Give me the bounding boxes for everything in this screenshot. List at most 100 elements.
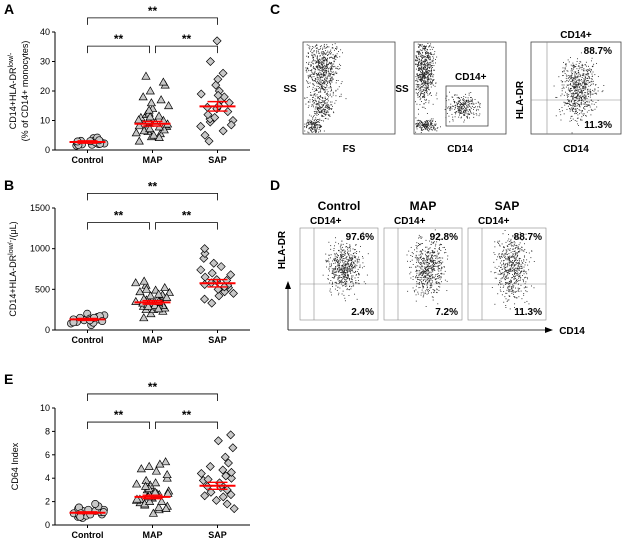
event-dot [329,107,330,109]
event-dot [501,294,503,296]
event-dot [422,72,424,74]
event-dot [461,103,463,105]
event-dot [423,78,425,80]
event-dot [323,104,325,105]
event-dot [519,276,521,278]
event-dot [577,93,579,95]
event-dot [565,74,567,76]
event-dot [512,270,514,272]
event-dot [342,261,344,263]
event-dot [510,277,512,279]
event-dot [515,272,516,274]
event-dot [337,262,338,263]
event-dot [426,74,428,76]
event-dot [342,269,344,271]
event-dot [586,82,587,84]
event-dot [511,291,513,293]
event-dot [577,75,579,77]
event-dot [418,85,419,87]
event-dot [425,127,427,129]
event-dot [421,78,423,80]
event-dot [476,114,478,116]
event-dot [330,77,332,79]
event-dot [440,243,441,245]
event-dot [347,270,348,272]
event-dot [349,286,351,288]
data-point [151,466,162,475]
event-dot [561,90,563,92]
event-dot [584,84,586,86]
event-dot [323,70,325,72]
event-dot [347,274,349,276]
event-dot [350,271,351,273]
event-dot [463,100,465,102]
event-dot [467,104,469,106]
event-dot [432,267,434,269]
event-dot [457,109,459,111]
event-dot [423,66,425,67]
event-dot [330,69,331,71]
event-dot [420,127,422,129]
event-dot [563,70,565,72]
event-dot [503,268,505,270]
event-dot [420,73,422,75]
event-dot [309,82,311,84]
event-dot [517,283,519,285]
event-dot [420,68,422,70]
event-dot [432,125,434,126]
event-dot [575,97,576,99]
event-dot [308,61,310,63]
event-dot [576,76,578,78]
event-dot [426,121,428,123]
event-dot [525,290,527,292]
flow-c3-xlabel: CD14 [563,144,589,155]
event-dot [516,267,518,269]
data-point [158,77,168,86]
x-tick-label: Control [72,335,104,345]
event-dot [588,80,589,82]
event-dot [512,261,513,263]
event-dot [306,68,308,70]
event-dot [419,126,421,128]
event-dot [304,97,306,99]
event-dot [429,278,431,280]
event-dot [560,95,562,97]
event-dot [429,83,431,85]
event-dot [321,61,323,63]
event-dot [416,122,418,124]
event-dot [579,86,581,88]
event-dot [321,87,323,89]
event-dot [314,98,316,100]
event-dot [574,66,576,68]
event-dot [324,100,326,102]
event-dot [420,62,422,64]
event-dot [570,84,572,86]
event-dot [592,66,594,68]
event-dot [513,278,515,280]
event-dot [499,240,501,242]
data-point [221,471,231,481]
event-dot [577,83,579,85]
event-dot [324,114,326,115]
event-dot [418,70,420,71]
flow-d-xlabel: CD14 [559,326,585,337]
event-dot [420,77,421,79]
event-dot [583,94,585,96]
event-dot [434,235,436,236]
event-dot [354,252,356,254]
event-dot [318,100,320,102]
event-dot [326,85,328,87]
event-dot [579,104,580,106]
event-dot [419,256,421,258]
event-dot [501,256,503,258]
event-dot [326,70,328,71]
event-dot [320,125,321,127]
event-dot [422,122,424,124]
event-dot [473,116,475,118]
event-dot [416,245,418,247]
event-dot [428,280,430,282]
event-dot [415,57,417,59]
event-dot [319,55,321,57]
event-dot [316,108,318,110]
event-dot [307,101,309,103]
